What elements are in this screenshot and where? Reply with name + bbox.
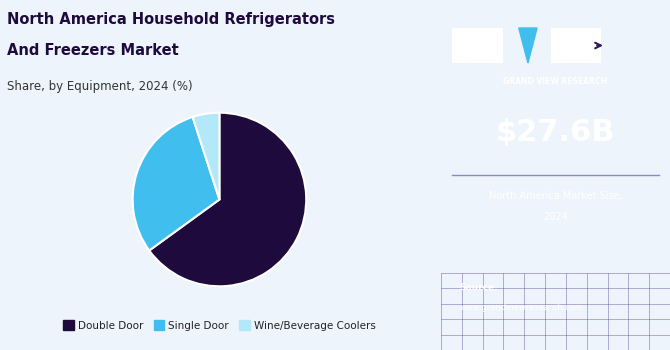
Text: And Freezers Market: And Freezers Market [7, 43, 178, 58]
Text: GRAND VIEW RESEARCH: GRAND VIEW RESEARCH [503, 77, 608, 86]
Text: North America Market Size,: North America Market Size, [488, 191, 622, 201]
FancyBboxPatch shape [452, 28, 502, 63]
Text: $27.6B: $27.6B [496, 119, 615, 147]
FancyBboxPatch shape [551, 28, 601, 63]
Wedge shape [149, 113, 306, 286]
Text: www.grandviewresearch.com: www.grandviewresearch.com [459, 303, 583, 313]
Text: 2024: 2024 [543, 212, 567, 222]
Polygon shape [519, 28, 537, 63]
Text: Share, by Equipment, 2024 (%): Share, by Equipment, 2024 (%) [7, 80, 192, 93]
Wedge shape [133, 117, 220, 251]
Text: North America Household Refrigerators: North America Household Refrigerators [7, 12, 335, 27]
Text: Source:: Source: [459, 282, 498, 292]
Legend: Double Door, Single Door, Wine/Beverage Coolers: Double Door, Single Door, Wine/Beverage … [59, 316, 380, 335]
Wedge shape [192, 113, 220, 200]
